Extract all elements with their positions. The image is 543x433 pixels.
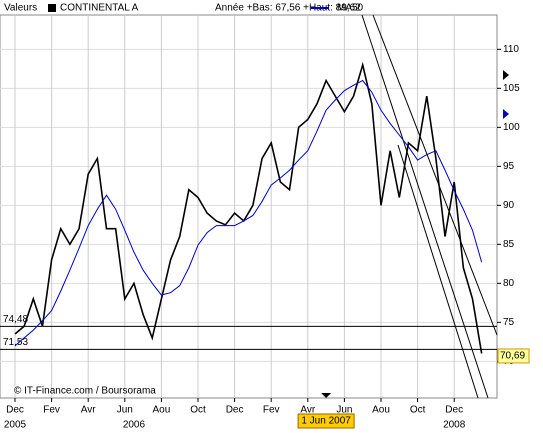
x-tick-label: Dec — [6, 405, 24, 416]
subtitle: Année +Bas: 67,56 +Haut: 89,62 — [215, 3, 361, 14]
x-tick-label: Jun — [336, 405, 352, 416]
x-tick-label: Avr — [81, 405, 96, 416]
legend-label: CONTINENTAL A — [60, 3, 139, 14]
series-line — [14, 61, 483, 354]
last-price-box — [497, 348, 530, 364]
annotation-label: 1 Jun 2007 — [301, 416, 351, 427]
last-price-label: 70,69 — [500, 351, 525, 362]
y-tick-label: 90 — [503, 200, 515, 211]
x-tick-label: Dec — [226, 405, 244, 416]
series-line — [14, 79, 483, 347]
y-tick-label: 85 — [503, 239, 515, 250]
marker — [503, 70, 509, 80]
x-tick-label: Fev — [263, 405, 280, 416]
marker — [503, 109, 509, 119]
trend-line — [372, 14, 498, 336]
x-tick-label: Avr — [300, 405, 315, 416]
x-tick-label: Oct — [190, 405, 206, 416]
y-tick-label: 95 — [503, 161, 515, 172]
year-label: 2005 — [4, 420, 27, 431]
level-label: 74,48 — [3, 314, 28, 325]
legend-swatch — [48, 4, 56, 12]
trend-line — [361, 14, 489, 399]
y-tick-label: 100 — [503, 122, 520, 133]
x-tick-label: Dec — [445, 405, 463, 416]
y-tick-label: 80 — [503, 278, 515, 289]
x-tick-label: Oct — [410, 405, 426, 416]
year-label: 2008 — [443, 420, 466, 431]
annotation-marker — [321, 393, 332, 398]
x-tick-label: Aou — [153, 405, 171, 416]
chart-title: Valeurs — [4, 3, 37, 14]
y-tick-label: 75 — [503, 317, 515, 328]
x-tick-label: Fev — [43, 405, 60, 416]
legend-label: MA50 — [337, 3, 364, 14]
y-tick-label: 110 — [503, 44, 519, 55]
year-label: 2006 — [123, 420, 146, 431]
x-tick-label: Jun — [117, 405, 133, 416]
plot-frame — [0, 14, 498, 399]
level-label: 71,53 — [3, 337, 28, 348]
annotation-box — [297, 413, 355, 429]
trend-lines — [361, 14, 498, 399]
source: © IT-Finance.com / Boursorama — [14, 386, 156, 397]
x-tick-label: Aou — [372, 405, 390, 416]
trend-line — [397, 144, 479, 399]
y-tick-label: 105 — [503, 83, 520, 94]
